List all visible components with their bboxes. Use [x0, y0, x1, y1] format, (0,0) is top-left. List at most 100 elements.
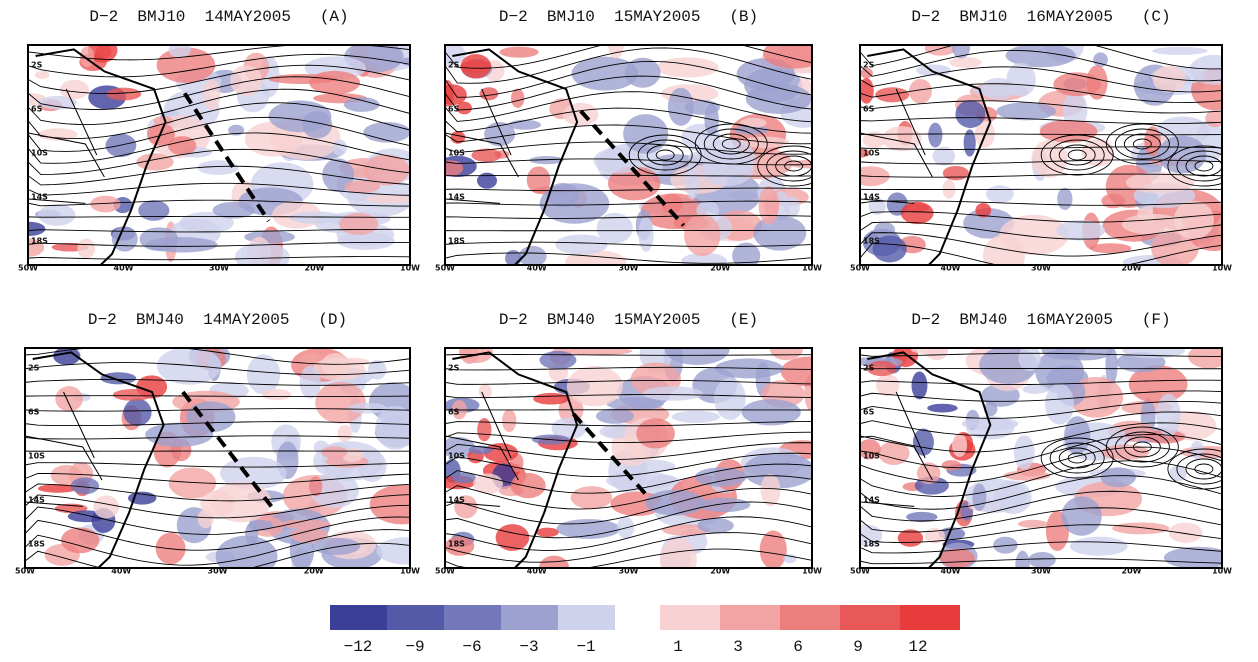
anomaly: [952, 434, 967, 458]
anomaly: [479, 384, 492, 399]
anomaly: [1031, 140, 1067, 178]
lon-label: 30W: [619, 567, 639, 576]
panel-title: D−2 BMJ40 16MAY2005 (F): [911, 311, 1170, 329]
anomaly: [702, 139, 755, 177]
anomaly: [1022, 385, 1049, 394]
lat-label: 14S: [31, 192, 48, 201]
map: [429, 32, 842, 273]
colorbar-label: −12: [344, 638, 373, 656]
lat-label: 6S: [28, 407, 40, 416]
panel-title: D−2 BMJ40 15MAY2005 (E): [499, 311, 758, 329]
anomaly: [981, 78, 1015, 100]
lon-label: 30W: [619, 264, 639, 273]
lon-label: 50W: [18, 264, 38, 273]
lon-label: 20W: [710, 264, 730, 273]
anomaly: [764, 193, 779, 218]
anomaly: [211, 482, 271, 523]
lon-label: 10W: [400, 567, 420, 576]
lat-label: 6S: [31, 104, 43, 113]
lat-label: 10S: [448, 451, 465, 460]
lon-label: 40W: [941, 264, 961, 273]
lat-label: 2S: [448, 60, 460, 69]
anomaly: [698, 498, 750, 512]
colorbar-swatch: [660, 605, 720, 630]
anomaly: [901, 202, 934, 224]
anomaly: [438, 84, 467, 105]
colorbar-label: 9: [853, 638, 863, 656]
anomaly: [983, 235, 1025, 278]
anomaly: [511, 473, 546, 498]
anomaly: [77, 239, 95, 259]
anomaly: [643, 386, 703, 400]
anomaly: [80, 46, 95, 67]
anomaly: [1158, 136, 1207, 174]
lon-label: 30W: [208, 567, 228, 576]
anomaly: [1169, 522, 1203, 542]
map: [850, 340, 1240, 581]
colorbar-label: 3: [733, 638, 743, 656]
anomaly: [262, 389, 292, 400]
anomaly: [499, 47, 538, 58]
lat-label: 14S: [863, 192, 880, 201]
lon-label: 40W: [111, 567, 131, 576]
anomaly: [269, 100, 332, 132]
anomaly: [35, 71, 49, 79]
lon-label: 10W: [1212, 567, 1232, 576]
anomaly: [365, 195, 415, 204]
lon-label: 30W: [209, 264, 229, 273]
colorbar-swatch: [900, 605, 960, 630]
anomaly: [203, 80, 221, 111]
colorbar-label: 12: [908, 638, 927, 656]
anomaly: [943, 166, 969, 180]
lat-label: 2S: [31, 60, 43, 69]
anomaly: [344, 97, 380, 112]
lon-label: 20W: [305, 264, 325, 273]
colorbar-label: −3: [519, 638, 538, 656]
lat-label: 2S: [28, 363, 40, 372]
anomaly: [321, 446, 347, 458]
panel-title: D−2 BMJ10 14MAY2005 (A): [89, 8, 348, 26]
anomaly: [315, 382, 366, 424]
colorbar-label: 6: [793, 638, 803, 656]
panel-title: D−2 BMJ10 16MAY2005 (C): [911, 8, 1170, 26]
anomaly: [859, 78, 874, 104]
lat-label: 18S: [28, 539, 45, 548]
colorbar-swatch: [840, 605, 900, 630]
lat-label: 10S: [448, 148, 465, 157]
anomaly: [1153, 66, 1186, 93]
anomaly: [913, 429, 934, 456]
colorbar-swatch: [387, 605, 444, 630]
colorbar-swatch: [720, 605, 780, 630]
anomaly: [638, 217, 653, 252]
anomaly: [505, 250, 521, 266]
anomaly: [146, 237, 218, 252]
anomaly: [363, 122, 410, 143]
anomaly: [337, 425, 351, 442]
anomaly: [684, 214, 721, 256]
colorbar-swatch: [501, 605, 558, 630]
lon-label: 30W: [1031, 264, 1051, 273]
anomaly: [986, 185, 1014, 203]
anomaly: [555, 234, 607, 254]
anomaly: [656, 57, 718, 77]
anomaly: [952, 37, 970, 59]
map: [850, 29, 1241, 278]
lat-label: 6S: [448, 407, 460, 416]
colorbar-swatch: [444, 605, 501, 630]
anomaly: [1070, 537, 1128, 556]
anomaly: [1112, 522, 1169, 534]
anomaly: [911, 345, 949, 354]
colorbar-label: 1: [673, 638, 683, 656]
lon-label: 50W: [850, 567, 870, 576]
anomaly: [536, 528, 558, 537]
anomaly: [567, 366, 623, 406]
anomaly: [168, 136, 196, 155]
anomaly: [763, 38, 826, 68]
panel-title: D−2 BMJ10 15MAY2005 (B): [499, 8, 758, 26]
lon-label: 50W: [15, 567, 35, 576]
anomaly: [502, 409, 516, 432]
anomaly: [563, 103, 599, 126]
anomaly: [1152, 47, 1207, 55]
anomaly: [1014, 435, 1035, 469]
anomaly: [955, 100, 985, 128]
